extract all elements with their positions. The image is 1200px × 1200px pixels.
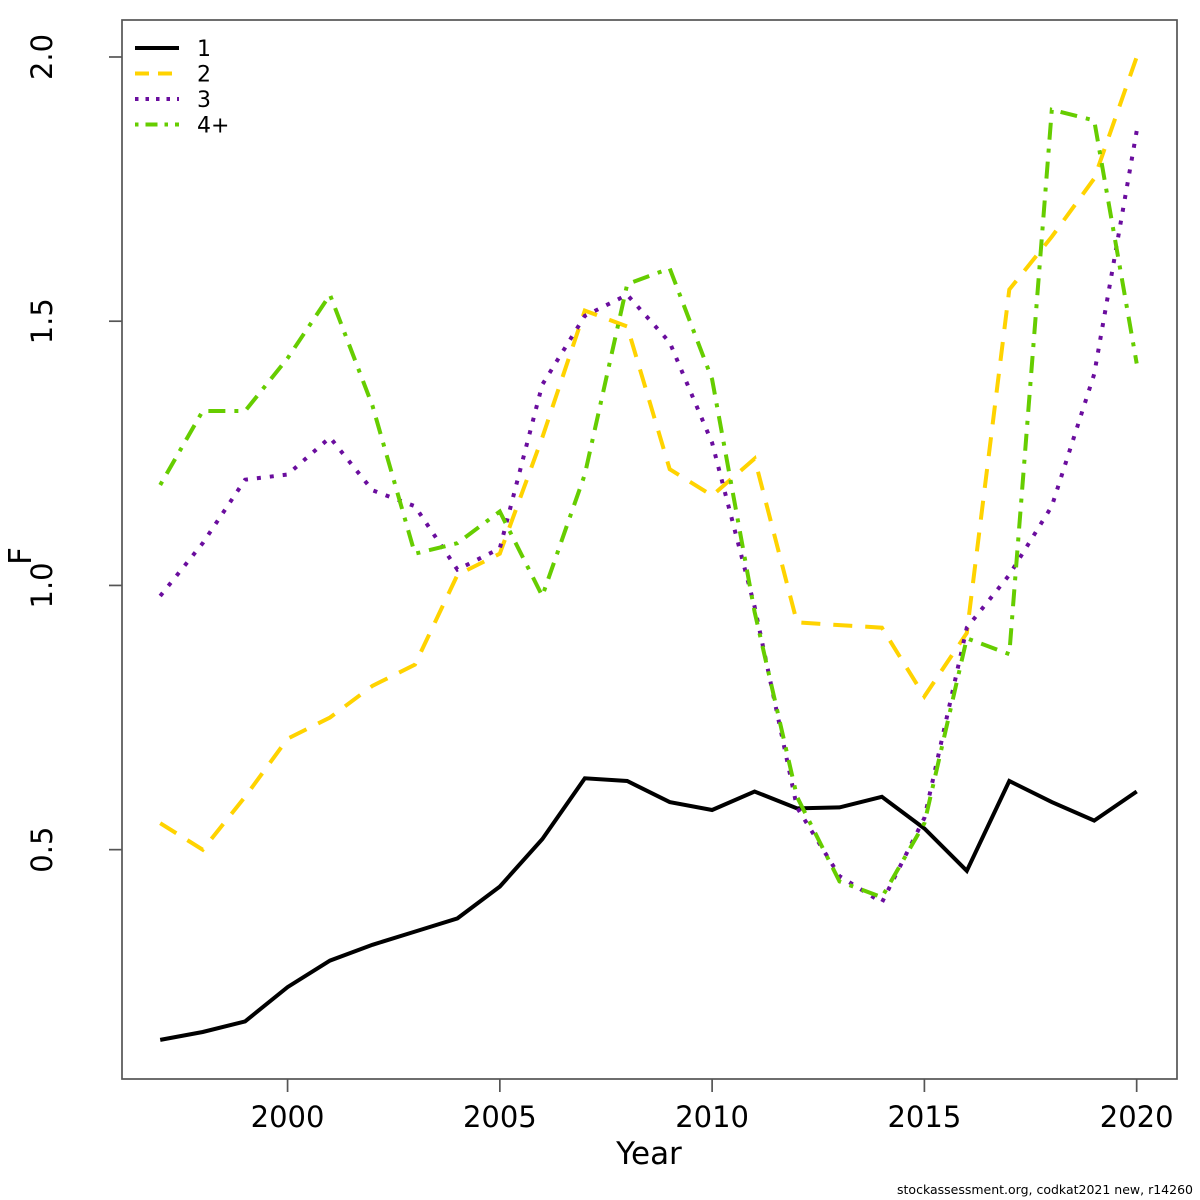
x-tick-label: 2015 xyxy=(887,1100,961,1134)
legend-label-age-3: 3 xyxy=(197,88,211,113)
x-tick-label: 2005 xyxy=(463,1100,537,1134)
series-line-age-3 xyxy=(158,130,1139,906)
y-tick-label: 0.5 xyxy=(25,827,59,873)
y-tick-label: 2.0 xyxy=(25,34,59,80)
y-axis-title: F xyxy=(3,547,39,565)
y-tick-label: 1.5 xyxy=(25,298,59,344)
x-tick-label: 2010 xyxy=(675,1100,749,1134)
y-tick-label: 1.0 xyxy=(25,562,59,608)
x-axis-title: Year xyxy=(615,1136,682,1172)
series-line-age-2 xyxy=(159,56,1139,853)
x-tick-label: 2000 xyxy=(251,1100,325,1134)
footer-credit: stockassessment.org, codkat2021 new, r14… xyxy=(897,1182,1193,1197)
legend-label-age-4+: 4+ xyxy=(197,114,229,139)
legend-label-age-2: 2 xyxy=(197,63,211,88)
x-tick-label: 2020 xyxy=(1100,1100,1174,1134)
series-line-age-1 xyxy=(159,776,1138,1042)
legend-label-age-1: 1 xyxy=(197,37,211,62)
series-line-age-4+ xyxy=(158,107,1139,900)
plot-border xyxy=(121,19,1178,1080)
